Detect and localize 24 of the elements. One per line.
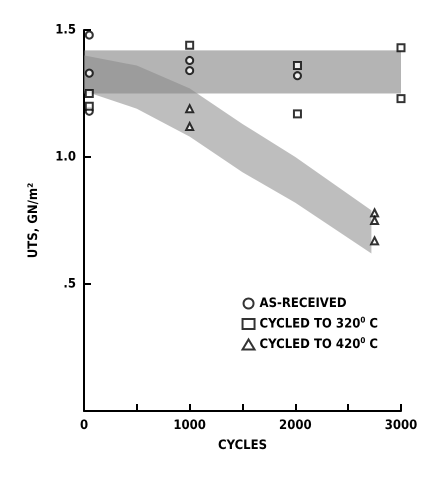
y-tick-label: 1.0 bbox=[55, 150, 76, 164]
x-tick-label: 3000 bbox=[384, 418, 418, 433]
x-tick-label: 1000 bbox=[173, 418, 206, 433]
point bbox=[292, 71, 302, 80]
point bbox=[84, 102, 94, 111]
point bbox=[185, 40, 194, 50]
point bbox=[185, 104, 194, 114]
x-tick-label: 2000 bbox=[279, 418, 312, 433]
point bbox=[396, 43, 406, 52]
point bbox=[292, 109, 302, 118]
point bbox=[370, 208, 380, 218]
point bbox=[185, 66, 194, 76]
x-tick-label: 0 bbox=[80, 418, 88, 433]
y-tick-label: 1.5 bbox=[55, 22, 76, 38]
y-tick-label: .5 bbox=[63, 276, 76, 292]
point bbox=[396, 94, 406, 104]
legend-label: AS-RECEIVED bbox=[260, 296, 347, 311]
point bbox=[292, 61, 302, 70]
point bbox=[84, 89, 94, 98]
y-axis-title: UTS, GN/m² bbox=[26, 182, 41, 258]
point bbox=[185, 56, 194, 65]
x-axis-title: CYCLES bbox=[218, 438, 268, 453]
point bbox=[370, 236, 380, 246]
point bbox=[84, 68, 94, 78]
